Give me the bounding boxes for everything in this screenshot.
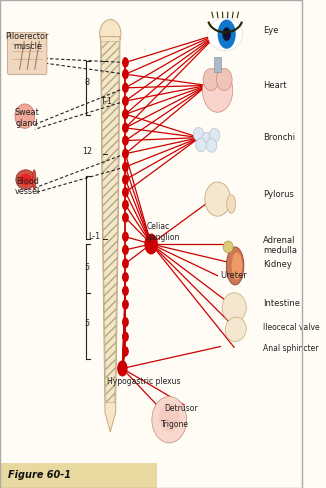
Ellipse shape xyxy=(208,18,243,51)
Circle shape xyxy=(222,27,231,41)
Ellipse shape xyxy=(100,20,121,49)
Ellipse shape xyxy=(202,68,233,112)
Ellipse shape xyxy=(16,170,36,189)
Text: Trigone: Trigone xyxy=(161,420,189,429)
Ellipse shape xyxy=(226,247,244,285)
Ellipse shape xyxy=(15,104,35,128)
Circle shape xyxy=(123,232,128,241)
Ellipse shape xyxy=(196,138,206,152)
Circle shape xyxy=(123,245,128,254)
Circle shape xyxy=(123,136,128,145)
Circle shape xyxy=(123,213,128,222)
Circle shape xyxy=(123,286,128,295)
Ellipse shape xyxy=(205,182,230,216)
Text: Anal sphincter: Anal sphincter xyxy=(263,345,319,353)
Text: Adrenal
medulla: Adrenal medulla xyxy=(263,236,297,255)
Ellipse shape xyxy=(227,195,236,213)
Text: 12: 12 xyxy=(82,147,92,156)
Ellipse shape xyxy=(216,68,232,91)
Circle shape xyxy=(123,97,128,105)
Ellipse shape xyxy=(223,241,233,253)
Ellipse shape xyxy=(159,403,180,432)
Circle shape xyxy=(123,201,128,209)
Ellipse shape xyxy=(225,317,246,342)
Polygon shape xyxy=(101,37,120,432)
Circle shape xyxy=(123,273,128,282)
Text: Piloerector
muscle: Piloerector muscle xyxy=(6,32,49,51)
Ellipse shape xyxy=(232,252,242,280)
Circle shape xyxy=(123,175,128,184)
Circle shape xyxy=(217,20,236,49)
FancyBboxPatch shape xyxy=(7,33,47,75)
Text: Bronchi: Bronchi xyxy=(263,133,295,142)
Bar xyxy=(0,463,157,488)
Circle shape xyxy=(123,123,128,132)
Text: Intestine: Intestine xyxy=(263,299,300,308)
Circle shape xyxy=(123,300,128,309)
Ellipse shape xyxy=(20,174,32,185)
Text: L-1: L-1 xyxy=(88,232,100,241)
Circle shape xyxy=(123,347,128,356)
Text: Ureter: Ureter xyxy=(221,271,247,280)
Text: Figure 60-1: Figure 60-1 xyxy=(7,470,70,480)
Text: Celiac
ganglion: Celiac ganglion xyxy=(147,222,180,242)
Text: T-1: T-1 xyxy=(100,97,112,106)
Circle shape xyxy=(145,234,157,254)
Circle shape xyxy=(123,149,128,158)
Circle shape xyxy=(123,163,128,171)
Text: Hypogastric plexus: Hypogastric plexus xyxy=(107,377,181,386)
Circle shape xyxy=(123,259,128,268)
Text: 5: 5 xyxy=(84,263,90,272)
Ellipse shape xyxy=(202,132,212,146)
Ellipse shape xyxy=(193,127,204,141)
Text: Eye: Eye xyxy=(263,26,278,35)
Bar xyxy=(214,57,221,72)
Text: Pylorus: Pylorus xyxy=(263,190,294,199)
Ellipse shape xyxy=(152,396,186,443)
Circle shape xyxy=(123,110,128,119)
Text: 8: 8 xyxy=(84,79,90,87)
Circle shape xyxy=(123,188,128,197)
Text: Heart: Heart xyxy=(263,81,287,90)
Text: Ileocecal valve: Ileocecal valve xyxy=(263,324,319,332)
Text: 5: 5 xyxy=(84,319,90,327)
Ellipse shape xyxy=(206,139,217,152)
Circle shape xyxy=(118,361,127,376)
Ellipse shape xyxy=(222,293,246,322)
Ellipse shape xyxy=(32,170,36,189)
Circle shape xyxy=(123,83,128,92)
Circle shape xyxy=(123,332,128,341)
Circle shape xyxy=(123,58,128,67)
Text: Blood
vessel: Blood vessel xyxy=(15,177,40,196)
Circle shape xyxy=(123,70,128,79)
Text: Kidney: Kidney xyxy=(263,260,292,269)
Ellipse shape xyxy=(209,128,220,142)
Circle shape xyxy=(123,318,128,326)
Text: Sweat
gland: Sweat gland xyxy=(15,108,39,128)
Ellipse shape xyxy=(203,68,219,91)
Text: Detrusor: Detrusor xyxy=(165,404,198,413)
